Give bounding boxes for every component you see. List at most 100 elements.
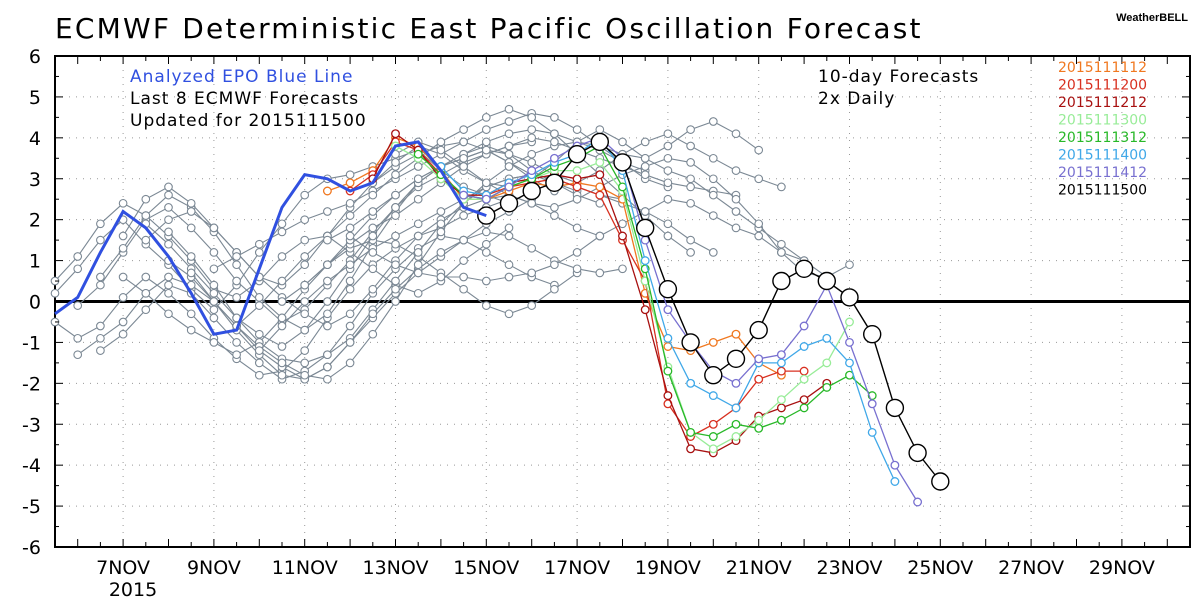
forecast-point-2015111312 xyxy=(731,419,741,429)
historical-run-point xyxy=(368,284,378,294)
x-axis: 2015 7NOV 9NOV 11NOV 13NOV 15NOV 17NOV 19NOV 21… xyxy=(96,557,1155,600)
historical-run-point xyxy=(96,280,105,290)
historical-run-point xyxy=(209,223,219,233)
x-tick-year: 2015 xyxy=(109,579,157,600)
historical-run-point xyxy=(254,293,264,302)
forecast-point-2015111500 xyxy=(567,144,587,164)
historical-run-point xyxy=(618,219,627,229)
forecast-point-2015111400 xyxy=(776,358,786,368)
historical-run-point xyxy=(118,272,128,282)
historical-run-point xyxy=(391,284,400,294)
forecast-point-2015111200 xyxy=(776,366,786,376)
historical-run-point xyxy=(754,145,764,155)
historical-run-point xyxy=(550,113,559,122)
historical-run-point xyxy=(708,190,718,200)
forecast-point-2015111400 xyxy=(731,403,741,413)
historical-run-point xyxy=(368,309,378,319)
historical-run-point xyxy=(845,260,854,270)
historical-run-point xyxy=(731,194,741,204)
forecast-point-2015111112 xyxy=(322,186,332,196)
legend-entry-2015111200: 2015111200 xyxy=(1058,78,1147,94)
historical-run-point xyxy=(96,235,105,245)
historical-run-point xyxy=(708,248,718,257)
historical-run-point xyxy=(504,309,514,319)
historical-run-point xyxy=(777,248,786,257)
historical-run-point xyxy=(550,211,559,220)
forecast-point-2015111500 xyxy=(817,271,836,291)
historical-run-point xyxy=(640,170,650,180)
historical-run-point xyxy=(731,129,741,139)
historical-run-point xyxy=(413,194,423,204)
y-tick-label: 4 xyxy=(29,128,41,150)
forecast-point-2015111412 xyxy=(754,354,764,364)
historical-run-point xyxy=(118,231,128,241)
historical-run-point xyxy=(459,272,468,282)
historical-run-point xyxy=(436,227,446,237)
forecast-point-2015111300 xyxy=(799,374,809,384)
forecast-point-2015111400 xyxy=(845,358,854,368)
legend-entry-2015111412: 2015111412 xyxy=(1058,165,1147,181)
historical-run-point xyxy=(118,329,128,339)
historical-run-point xyxy=(96,321,105,331)
historical-run-point xyxy=(164,309,173,319)
forecast-point-2015111412 xyxy=(481,194,491,204)
historical-run-point xyxy=(164,272,173,282)
historical-run-point xyxy=(254,329,264,339)
forecast-point-2015111212 xyxy=(799,395,809,405)
historical-run-point xyxy=(391,170,400,180)
forecast-point-2015111500 xyxy=(772,271,791,291)
forecast-point-2015111412 xyxy=(799,321,809,331)
historical-run-point xyxy=(300,235,310,245)
historical-run-point xyxy=(527,158,537,167)
forecast-point-2015111400 xyxy=(663,333,673,343)
historical-run-point xyxy=(550,129,559,139)
historical-run-point xyxy=(663,231,673,241)
historical-run-point xyxy=(550,284,559,294)
forecast-point-2015111312 xyxy=(776,415,786,425)
historical-run-point xyxy=(232,252,241,261)
historical-run-point xyxy=(504,104,514,114)
forecast-point-2015111400 xyxy=(686,378,696,388)
forecast-point-2015111500 xyxy=(794,259,814,278)
historical-run-point xyxy=(436,272,446,282)
historical-run-point xyxy=(232,260,241,270)
historical-run-point xyxy=(413,260,423,270)
legend-entry-2015111112: 2015111112 xyxy=(1058,60,1147,76)
forecast-point-2015111300 xyxy=(731,432,741,441)
legend-entry-2015111500: 2015111500 xyxy=(1058,183,1147,199)
forecast-point-2015111500 xyxy=(590,132,609,152)
y-tick-label: 3 xyxy=(29,169,41,191)
historical-run-point xyxy=(572,264,582,274)
forecast-point-2015111212 xyxy=(618,231,627,241)
forecast-point-2015111412 xyxy=(867,399,877,409)
historical-run-point xyxy=(640,162,650,171)
forecast-point-2015111400 xyxy=(799,342,809,351)
x-tick-label: 21NOV xyxy=(726,557,792,579)
historical-run-point xyxy=(277,313,287,323)
historical-run-point xyxy=(481,276,491,286)
last-forecasts-note: Last 8 ECMWF Forecasts xyxy=(130,89,359,109)
historical-run-point xyxy=(323,374,332,384)
forecast-point-2015111112 xyxy=(345,178,355,188)
historical-run-point xyxy=(391,260,400,270)
forecast-point-2015111200 xyxy=(708,419,718,429)
x-tick-label: 27NOV xyxy=(998,557,1064,579)
frequency-note: 2x Daily xyxy=(818,89,895,109)
x-tick-label: 15NOV xyxy=(453,557,519,579)
historical-run-point xyxy=(254,239,264,249)
historical-run-point xyxy=(595,268,605,278)
historical-run-point xyxy=(300,370,310,380)
historical-run-point xyxy=(436,137,446,147)
historical-run-point xyxy=(391,203,400,212)
forecast-type-note: 10-day Forecasts xyxy=(818,67,979,87)
historical-run-point xyxy=(118,317,128,327)
historical-run-point xyxy=(708,211,718,220)
x-tick-label: 7NOV xyxy=(96,557,150,579)
historical-run-point xyxy=(118,293,128,302)
historical-run-point xyxy=(300,325,310,335)
forecast-point-2015111500 xyxy=(636,218,655,238)
forecast-point-2015111200 xyxy=(799,366,809,376)
historical-run-point xyxy=(459,153,468,163)
historical-run-point xyxy=(323,260,332,270)
